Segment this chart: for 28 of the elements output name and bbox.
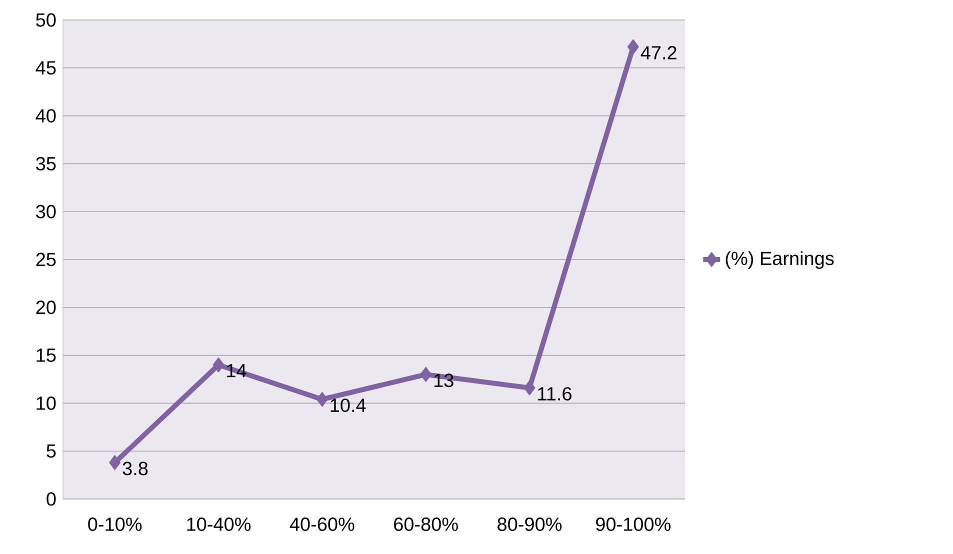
y-tick-label: 30 — [36, 204, 56, 218]
y-tick-label: 40 — [36, 109, 56, 123]
data-label: 11.6 — [538, 387, 572, 401]
point — [524, 380, 536, 396]
x-tick-label: 80-90% — [498, 518, 562, 531]
point — [109, 455, 121, 470]
point — [212, 357, 224, 372]
x-tick-label: 60-80% — [394, 518, 458, 531]
y-tick-label: 25 — [36, 252, 56, 266]
y-tick-label: 0 — [46, 492, 56, 506]
y-tick-label: 45 — [36, 61, 56, 75]
y-tick-label: 50 — [36, 13, 56, 27]
point — [627, 39, 639, 54]
x-tick-label: 40-60% — [290, 518, 354, 531]
y-tick-label: 15 — [36, 348, 56, 362]
y-tick-label: 20 — [36, 300, 56, 314]
x-tick-label: 10-40% — [187, 518, 251, 531]
data-label: 10.4 — [330, 398, 366, 412]
data-label: 47.2 — [640, 46, 676, 60]
point — [420, 366, 432, 382]
y-tick-label: 10 — [36, 396, 56, 410]
point — [316, 392, 328, 407]
x-tick-label: 90-100% — [596, 518, 671, 531]
y-tick-label: 35 — [36, 156, 56, 170]
data-label: 3.8 — [122, 462, 148, 476]
y-tick-label: 5 — [46, 444, 56, 458]
x-tick-label: 0-10% — [88, 518, 142, 531]
legend-label: (%) Earnings — [726, 251, 834, 269]
